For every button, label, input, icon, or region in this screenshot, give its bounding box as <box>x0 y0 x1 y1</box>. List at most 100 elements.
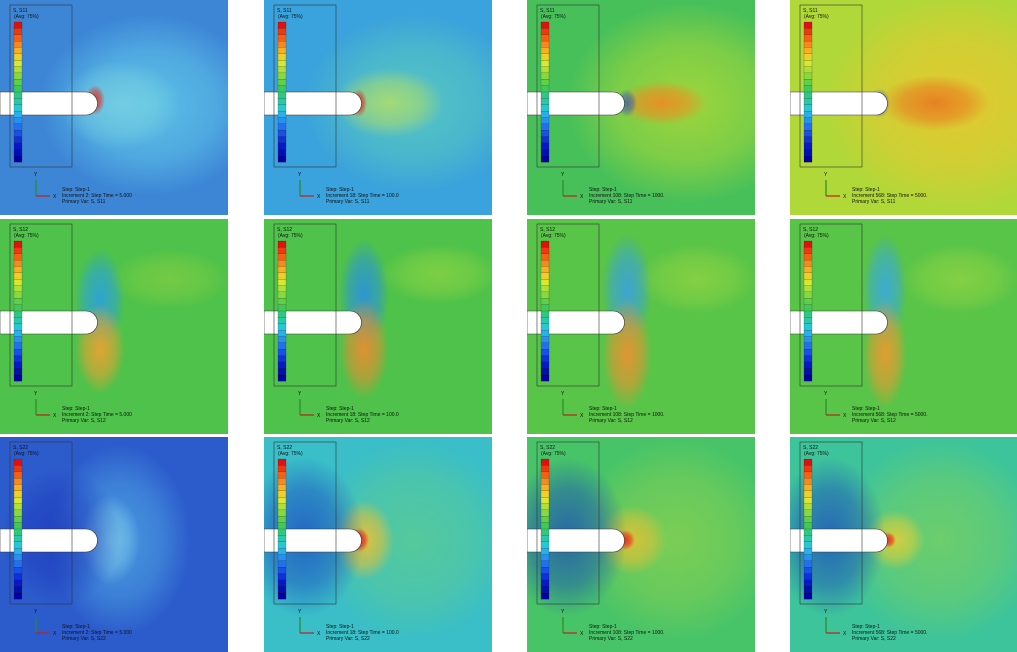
legend-band <box>277 368 287 375</box>
legend-band <box>277 123 287 131</box>
primary-var-label: Primary Var: S, S22 <box>589 636 633 642</box>
legend-title: S, S22 <box>277 445 292 451</box>
legend-band <box>803 285 813 293</box>
primary-var-label: Primary Var: S, S12 <box>62 418 106 424</box>
legend-band <box>540 592 550 600</box>
legend-band <box>13 91 23 99</box>
legend-box <box>799 441 863 605</box>
legend-band <box>13 484 23 492</box>
legend-band <box>540 85 550 93</box>
contour-region <box>60 60 180 150</box>
axis-x-label: X <box>843 194 847 200</box>
increment-label: Increment 108: Step Time = 1000. <box>589 630 664 636</box>
legend-avg: (Avg: 75%) <box>541 14 566 20</box>
legend-band <box>277 21 287 29</box>
axis-y-label: Y <box>824 172 828 178</box>
legend-band <box>277 374 287 382</box>
primary-var-label: Primary Var: S, S22 <box>326 636 370 642</box>
contour-region <box>110 249 228 309</box>
legend-band <box>277 259 287 267</box>
legend-band <box>13 592 23 600</box>
legend-band <box>277 28 287 36</box>
legend-avg: (Avg: 75%) <box>541 451 566 457</box>
axis-x-label: X <box>53 413 57 419</box>
legend-band <box>803 53 813 61</box>
legend-band <box>540 155 550 163</box>
legend-band <box>803 355 813 363</box>
axis-x-label: X <box>53 631 57 637</box>
axis-y-label: Y <box>561 172 565 178</box>
legend-band <box>277 247 287 255</box>
legend-band <box>13 130 23 137</box>
legend-band <box>540 567 550 574</box>
legend-band <box>540 136 550 144</box>
axis-x-label: X <box>317 194 321 200</box>
legend-band <box>540 291 550 299</box>
legend-band <box>803 123 813 131</box>
legend-band <box>277 592 287 600</box>
legend-band <box>277 66 287 74</box>
legend-band <box>13 253 23 261</box>
legend-band <box>803 541 813 549</box>
contour-panel: S, S11(Avg: 75%) Y X Step: Step-1Increment … <box>0 0 228 215</box>
legend-band <box>803 516 813 523</box>
legend-band <box>803 291 813 299</box>
legend-band <box>803 21 813 29</box>
step-label: Step: Step-1 <box>852 624 880 630</box>
legend-title: S, S11 <box>803 8 818 14</box>
legend-band <box>540 573 550 581</box>
axis-y-label: Y <box>298 391 302 397</box>
axis-y-label: Y <box>561 391 565 397</box>
contour-region <box>840 440 1017 640</box>
legend-title: S, S22 <box>540 445 555 451</box>
legend-band <box>540 21 550 29</box>
legend-band <box>277 458 287 466</box>
legend-band <box>13 266 23 274</box>
legend-band <box>540 53 550 61</box>
notch <box>264 310 362 335</box>
legend-band <box>540 342 550 350</box>
contour-panel: S, S12(Avg: 75%) Y X Step: Step-1Increment … <box>527 219 755 434</box>
legend-band <box>277 586 287 593</box>
legend-band <box>277 155 287 163</box>
legend-band <box>803 34 813 42</box>
legend-band <box>803 298 813 305</box>
legend-band <box>540 535 550 543</box>
legend-band <box>277 349 287 356</box>
contour-panel: S, S12(Avg: 75%) Y X Step: Step-1Increment … <box>264 219 492 434</box>
legend-band <box>803 104 813 112</box>
legend-band <box>277 477 287 485</box>
legend-band <box>803 155 813 163</box>
legend-band <box>277 509 287 517</box>
notch <box>527 91 625 116</box>
legend-title: S, S11 <box>540 8 555 14</box>
legend-band <box>13 60 23 67</box>
legend-band <box>540 497 550 504</box>
axis-x-label: X <box>317 413 321 419</box>
legend-band <box>277 85 287 93</box>
primary-var-label: Primary Var: S, S11 <box>852 199 896 205</box>
legend-title: S, S12 <box>277 227 292 233</box>
legend-band <box>13 509 23 517</box>
legend-band <box>540 541 550 549</box>
legend-band <box>540 465 550 473</box>
legend-box <box>536 223 600 387</box>
legend-band <box>540 28 550 36</box>
legend-band <box>540 66 550 74</box>
contour-region <box>880 75 990 131</box>
legend-band <box>540 361 550 369</box>
legend-band <box>277 291 287 299</box>
legend-avg: (Avg: 75%) <box>804 14 829 20</box>
primary-var-label: Primary Var: S, S12 <box>852 418 896 424</box>
increment-label: Increment 2: Step Time = 5.000 <box>62 630 132 636</box>
legend-band <box>13 477 23 485</box>
legend-band <box>540 110 550 118</box>
legend-avg: (Avg: 75%) <box>541 233 566 239</box>
legend-band <box>277 142 287 150</box>
axis-y-label: Y <box>34 609 38 615</box>
legend-band <box>540 503 550 511</box>
axis-y-label: Y <box>561 609 565 615</box>
legend-band <box>540 554 550 562</box>
axis-y-label: Y <box>824 609 828 615</box>
legend-band <box>277 53 287 61</box>
